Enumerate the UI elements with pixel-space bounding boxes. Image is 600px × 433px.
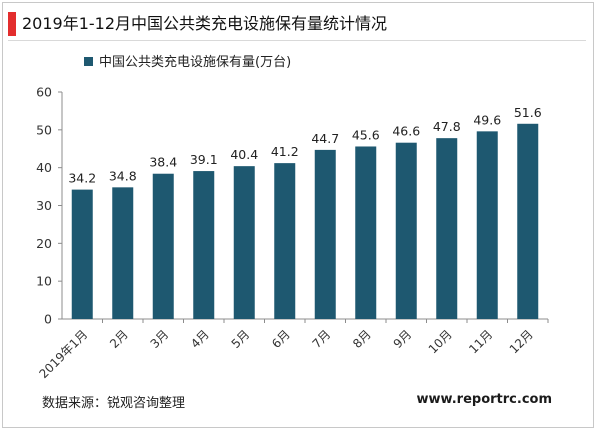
bar-value-label: 41.2: [271, 144, 299, 159]
y-tick-label: 30: [36, 198, 52, 213]
bar-value-label: 40.4: [230, 147, 258, 162]
legend-swatch: [84, 57, 93, 66]
bar: [395, 142, 417, 319]
bar: [436, 138, 458, 319]
bar-value-label: 44.7: [311, 131, 339, 146]
bar-value-label: 38.4: [149, 155, 177, 170]
x-tick-label: 2月: [107, 327, 131, 351]
y-tick-label: 60: [36, 85, 52, 100]
bar-value-label: 45.6: [352, 127, 380, 142]
y-tick-label: 50: [36, 122, 52, 137]
x-tick-label: 10月: [426, 327, 455, 356]
legend-label: 中国公共类充电设施保有量(万台): [99, 54, 291, 70]
bar: [233, 166, 255, 319]
x-tick-label: 2019年1月: [36, 327, 90, 381]
x-tick-label: 8月: [350, 327, 374, 351]
bar: [517, 123, 539, 319]
x-tick-label: 9月: [391, 327, 415, 351]
bar: [355, 146, 377, 319]
bar: [71, 189, 93, 319]
data-source-note: 数据来源：锐观咨询整理: [42, 396, 186, 411]
title-accent-bar: [8, 12, 16, 36]
bar: [193, 171, 215, 319]
x-tick-label: 3月: [148, 327, 172, 351]
x-tick-label: 5月: [229, 327, 253, 351]
bar: [274, 163, 296, 319]
x-tick-label: 11月: [466, 327, 495, 356]
bar: [152, 173, 174, 319]
x-tick-label: 6月: [269, 327, 293, 351]
bar-value-label: 46.6: [392, 124, 420, 139]
y-tick-label: 40: [36, 160, 52, 175]
page-title: 2019年1-12月中国公共类充电设施保有量统计情况: [22, 14, 388, 33]
bar-value-label: 34.2: [68, 171, 96, 186]
website-label: www.reportrc.com: [416, 392, 552, 407]
title-divider: [8, 40, 586, 41]
bar-value-label: 34.8: [109, 168, 137, 183]
y-tick-label: 10: [36, 274, 52, 289]
bar-value-label: 51.6: [514, 105, 542, 120]
bar: [112, 187, 134, 319]
bar-value-label: 39.1: [190, 152, 218, 167]
bar: [314, 149, 336, 319]
x-tick-label: 4月: [188, 327, 212, 351]
x-tick-label: 7月: [310, 327, 334, 351]
bar-value-label: 49.6: [473, 112, 501, 127]
y-tick-label: 20: [36, 236, 52, 251]
x-tick-label: 12月: [507, 327, 536, 356]
bar-value-label: 47.8: [433, 119, 461, 134]
y-tick-label: 0: [44, 312, 52, 327]
bar: [476, 131, 498, 319]
